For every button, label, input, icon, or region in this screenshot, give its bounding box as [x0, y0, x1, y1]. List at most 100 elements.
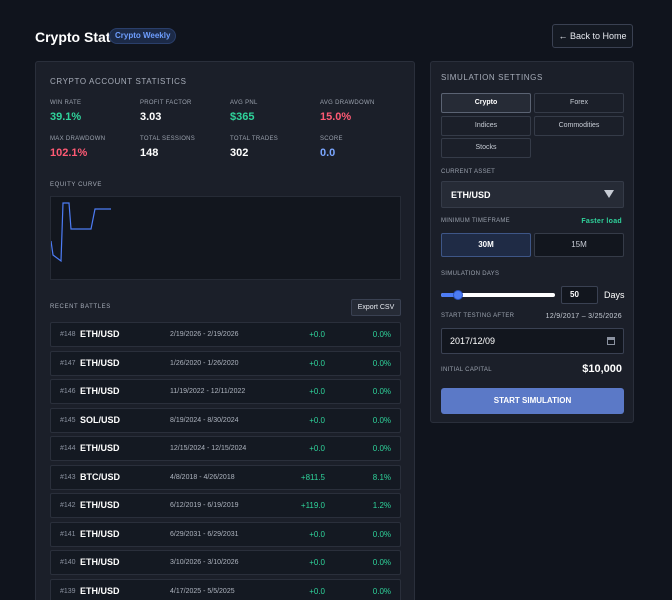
- stat-label: PROFIT FACTOR: [140, 100, 192, 106]
- battle-pair: ETH/USD: [80, 329, 120, 339]
- min-timeframe-label: MINIMUM TIMEFRAME: [441, 218, 510, 224]
- battle-dates: 4/17/2025 - 5/5/2025: [170, 587, 235, 595]
- battle-dates: 12/15/2024 - 12/15/2024: [170, 445, 247, 452]
- battle-pnl: +119.0: [300, 501, 325, 510]
- battle-dates: 6/12/2019 - 6/19/2019: [170, 502, 239, 509]
- battle-pct: 0.0%: [372, 358, 391, 368]
- timeframe-30m-button[interactable]: 30M: [441, 233, 531, 257]
- battle-row[interactable]: #143 BTC/USD 4/8/2018 - 4/26/2018 +811.5 8.1…: [50, 464, 401, 490]
- battle-dates: 8/19/2024 - 8/30/2024: [170, 416, 239, 424]
- stat-value: 148: [140, 147, 159, 159]
- chevron-down-icon: [604, 190, 614, 198]
- battle-id: #139: [60, 587, 76, 595]
- tab-indices[interactable]: Indices: [441, 116, 531, 136]
- battle-id: #146: [60, 388, 76, 395]
- battle-pct: 0.0%: [372, 529, 391, 539]
- stat-label: AVG DRAWDOWN: [320, 100, 375, 106]
- current-asset-label: CURRENT ASSET: [441, 169, 496, 175]
- tab-forex[interactable]: Forex: [534, 93, 624, 113]
- battle-pnl: +0.0: [309, 558, 325, 567]
- tab-commodities[interactable]: Commodities: [534, 116, 624, 136]
- battle-pnl: +0.0: [309, 387, 325, 396]
- page-header: Crypto Stats Crypto Weekly ← Back to Hom…: [35, 22, 635, 52]
- timeframe-15m-button[interactable]: 15M: [534, 233, 624, 257]
- start-date-value: 2017/12/09: [450, 336, 496, 346]
- battle-pair: ETH/USD: [80, 443, 120, 453]
- calendar-icon[interactable]: [607, 337, 615, 345]
- initial-capital-value: $10,000: [582, 363, 622, 375]
- battle-pnl: +0.0: [309, 358, 325, 368]
- battle-pair: ETH/USD: [80, 557, 120, 567]
- stat-label: WIN RATE: [50, 100, 82, 106]
- battle-row[interactable]: #144 ETH/USD 12/15/2024 - 12/15/2024 +0.0 0.…: [50, 436, 401, 461]
- back-to-home-button[interactable]: ← Back to Home: [552, 24, 633, 48]
- battle-pair: ETH/USD: [80, 585, 120, 596]
- battle-pct: 0.0%: [372, 330, 391, 339]
- export-csv-button[interactable]: Export CSV: [351, 299, 401, 316]
- battle-dates: 4/8/2018 - 4/26/2018: [170, 473, 235, 481]
- battle-pct: 0.0%: [372, 444, 391, 453]
- battle-pct: 0.0%: [372, 415, 391, 425]
- stat-label: AVG PNL: [230, 100, 258, 106]
- battle-pct: 0.0%: [372, 558, 391, 567]
- battle-row[interactable]: #139 ETH/USD 4/17/2025 - 5/5/2025 +0.0 0.0%: [50, 578, 401, 600]
- stat-value: $365: [230, 111, 255, 123]
- battle-dates: 11/19/2022 - 12/11/2022: [170, 388, 246, 395]
- battle-id: #145: [60, 416, 76, 424]
- stats-section-title: CRYPTO ACCOUNT STATISTICS: [50, 77, 187, 86]
- asset-select[interactable]: ETH/USD: [441, 181, 624, 208]
- battle-dates: 6/29/2031 - 6/29/2031: [170, 530, 239, 538]
- equity-curve-line: [50, 202, 111, 263]
- simulation-settings-panel: SIMULATION SETTINGS Crypto Forex Indices…: [430, 61, 634, 423]
- stat-value: 15.0%: [320, 111, 352, 123]
- tab-stocks[interactable]: Stocks: [441, 138, 531, 158]
- battle-pnl: +0.0: [309, 415, 325, 425]
- battle-pnl: +0.0: [309, 444, 325, 453]
- stat-value: 0.0: [320, 147, 336, 159]
- faster-load-hint: Faster load: [581, 218, 622, 225]
- stat-value: 3.03: [140, 111, 162, 123]
- tab-crypto[interactable]: Crypto: [441, 93, 531, 113]
- equity-curve-svg: [50, 202, 111, 263]
- battle-dates: 1/26/2020 - 1/26/2020: [170, 359, 239, 367]
- battle-id: #147: [60, 359, 76, 367]
- battle-row[interactable]: #141 ETH/USD 6/29/2031 - 6/29/2031 +0.0 0.0%: [50, 521, 401, 547]
- battle-row[interactable]: #145 SOL/USD 8/19/2024 - 8/30/2024 +0.0 0.0%: [50, 407, 401, 433]
- sim-section-title: SIMULATION SETTINGS: [441, 73, 543, 82]
- asset-select-value: ETH/USD: [451, 190, 491, 200]
- battle-pair: BTC/USD: [80, 471, 120, 482]
- stat-value: 102.1%: [50, 147, 88, 159]
- sim-days-slider[interactable]: [441, 290, 555, 300]
- battle-pair: ETH/USD: [80, 500, 120, 510]
- battle-pct: 8.1%: [372, 472, 391, 482]
- stat-value: 39.1%: [50, 111, 82, 123]
- battle-id: #148: [60, 331, 76, 338]
- battle-id: #143: [60, 473, 76, 481]
- battle-pnl: +0.0: [309, 586, 325, 596]
- equity-curve-label: EQUITY CURVE: [50, 182, 102, 188]
- battle-id: #142: [60, 502, 76, 509]
- recent-battles-label: RECENT BATTLES: [50, 304, 111, 310]
- battle-pnl: +811.5: [300, 472, 325, 482]
- account-stats-panel: CRYPTO ACCOUNT STATISTICS WIN RATE 39.1% P…: [35, 61, 415, 600]
- battle-pair: ETH/USD: [80, 386, 120, 396]
- start-simulation-button[interactable]: START SIMULATION: [441, 388, 624, 414]
- mode-badge: Crypto Weekly: [109, 28, 177, 44]
- battle-row[interactable]: #146 ETH/USD 11/19/2022 - 12/11/2022 +0.0 0.…: [50, 379, 401, 404]
- battle-row[interactable]: #142 ETH/USD 6/12/2019 - 6/19/2019 +119.0 1.…: [50, 493, 401, 518]
- battle-pct: 1.2%: [372, 501, 391, 510]
- battle-pct: 0.0%: [372, 586, 391, 596]
- sim-days-input[interactable]: 50: [561, 286, 598, 304]
- battle-row[interactable]: #147 ETH/USD 1/26/2020 - 1/26/2020 +0.0 0.0%: [50, 350, 401, 376]
- battle-id: #140: [60, 559, 76, 566]
- days-unit-label: Days: [604, 290, 625, 300]
- slider-thumb[interactable]: [453, 290, 464, 300]
- battle-pair: SOL/USD: [80, 414, 121, 425]
- battle-row[interactable]: #140 ETH/USD 3/10/2026 - 3/10/2026 +0.0 0.0%: [50, 550, 401, 575]
- stat-label: TOTAL SESSIONS: [140, 136, 196, 142]
- battle-id: #144: [60, 445, 76, 452]
- battle-row[interactable]: #148 ETH/USD 2/19/2026 - 2/19/2026 +0.0 0.0%: [50, 322, 401, 347]
- stat-value: 302: [230, 147, 249, 159]
- battle-dates: 2/19/2026 - 2/19/2026: [170, 331, 239, 338]
- start-date-input[interactable]: 2017/12/09: [441, 328, 624, 354]
